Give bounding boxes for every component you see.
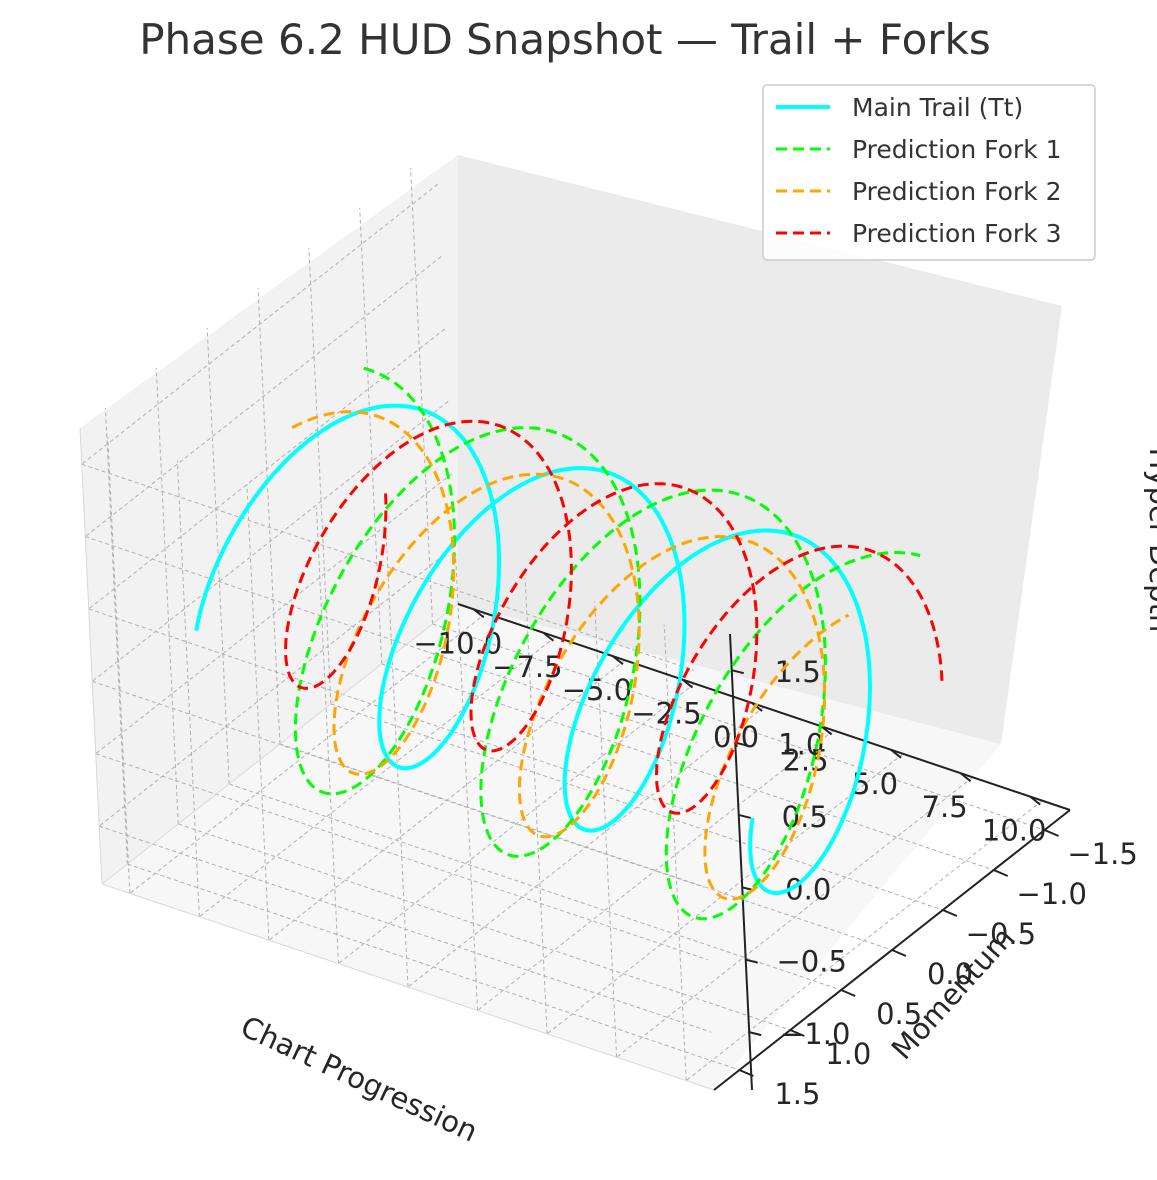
x-axis-label: Chart Progression — [236, 1009, 483, 1148]
y-tick — [943, 910, 957, 916]
z-tick-label: −1.0 — [780, 1017, 850, 1051]
z-tick-label: −0.5 — [777, 945, 847, 979]
legend-label: Prediction Fork 1 — [852, 135, 1062, 164]
x-tick-label: −7.5 — [492, 650, 562, 684]
x-tick-label: −2.5 — [631, 697, 701, 731]
x-tick-label: 7.5 — [922, 790, 968, 824]
y-tick-label: −1.0 — [1017, 877, 1087, 911]
y-tick-label: −1.5 — [1067, 837, 1137, 871]
y-axis-label: Momentum — [885, 921, 1021, 1067]
legend-label: Prediction Fork 3 — [852, 219, 1062, 248]
z-tick-label: 1.5 — [775, 655, 821, 689]
axis-panes — [80, 155, 1062, 1090]
legend: Main Trail (Tt) Prediction Fork 1 Predicti… — [763, 85, 1095, 260]
y-tick — [994, 870, 1008, 876]
y-tick — [1045, 830, 1059, 836]
y-tick-label: 1.5 — [774, 1077, 820, 1111]
legend-label: Prediction Fork 2 — [852, 177, 1062, 206]
z-axis-label: Hyper Depth — [1143, 448, 1157, 633]
x-tick-label: −5.0 — [562, 673, 632, 707]
y-tick — [892, 950, 906, 956]
y-tick — [841, 990, 855, 996]
chart-title: Phase 6.2 HUD Snapshot — Trail + Forks — [139, 15, 991, 64]
x-tick-label: 10.0 — [982, 814, 1047, 848]
legend-label: Main Trail (Tt) — [852, 93, 1023, 122]
